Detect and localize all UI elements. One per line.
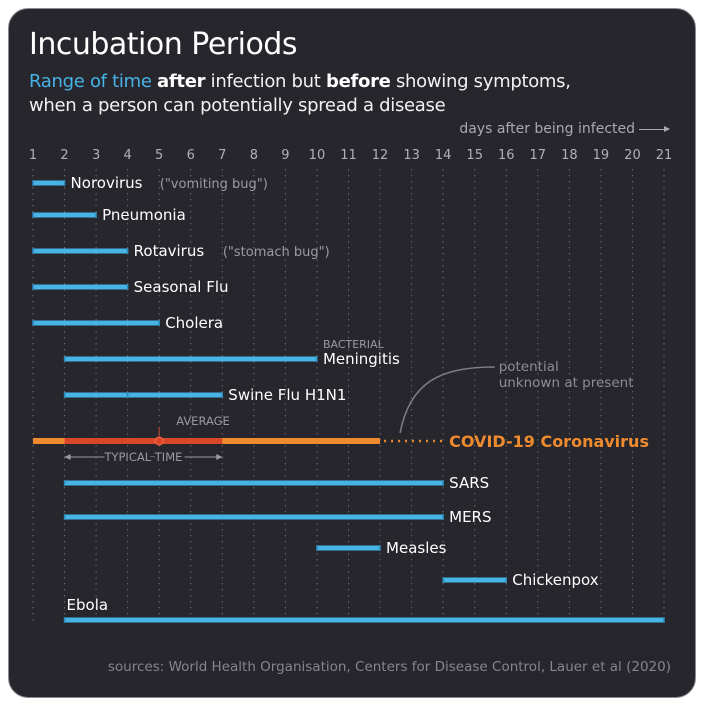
x-tick-label-1: 1 bbox=[29, 148, 37, 163]
subtitle-highlight: Range of time bbox=[29, 71, 152, 92]
x-tick-label-5: 5 bbox=[155, 148, 163, 163]
right-arrow-icon bbox=[639, 125, 670, 132]
source-note: sources: World Health Organisation, Cent… bbox=[107, 659, 671, 675]
chart-panel: Incubation Periods Range of time after i… bbox=[8, 8, 696, 698]
bar-label-norovirus: Norovirus bbox=[71, 174, 143, 192]
chart-title: Incubation Periods bbox=[29, 27, 297, 62]
x-tick-label-21: 21 bbox=[656, 148, 673, 163]
x-tick-label-9: 9 bbox=[281, 148, 289, 163]
typical-right-arrow-icon bbox=[216, 454, 223, 460]
x-axis-label: days after being infected bbox=[459, 121, 670, 137]
x-tick-label-18: 18 bbox=[561, 148, 578, 163]
x-tick-label-11: 11 bbox=[340, 148, 357, 163]
potential-note-line2: unknown at present bbox=[499, 375, 634, 391]
subtitle-bold-after: after bbox=[157, 71, 206, 92]
x-tick-label-10: 10 bbox=[309, 148, 326, 163]
bar-note-norovirus: ("vomiting bug") bbox=[160, 177, 268, 192]
x-tick-label-3: 3 bbox=[92, 148, 100, 163]
x-tick-label-19: 19 bbox=[593, 148, 610, 163]
x-tick-label-13: 13 bbox=[403, 148, 420, 163]
x-tick-label-4: 4 bbox=[124, 148, 132, 163]
bar-label-chickenpox: Chickenpox bbox=[512, 571, 599, 589]
typical-time-label: TYPICAL TIME bbox=[103, 450, 182, 464]
x-tick-label-14: 14 bbox=[435, 148, 452, 163]
x-tick-label-12: 12 bbox=[372, 148, 389, 163]
bar-label-seasonal-flu: Seasonal Flu bbox=[134, 278, 229, 296]
bar-label-sars: SARS bbox=[449, 474, 489, 492]
typical-left-arrow-icon bbox=[64, 454, 71, 460]
bar-label-rotavirus: Rotavirus bbox=[134, 242, 205, 260]
incubation-chart: 1 2 3 4 5 6 7 8 9 10 11 12 13 14 15 16 17 18 19 20 21Norovir… bbox=[29, 148, 673, 625]
potential-note-line1: potential bbox=[499, 359, 559, 375]
x-axis-label-text: days after being infected bbox=[459, 121, 635, 137]
x-tick-label-7: 7 bbox=[218, 148, 226, 163]
average-label: AVERAGE bbox=[176, 414, 230, 428]
bar-label-measles: Measles bbox=[386, 539, 447, 557]
bar-note-rotavirus: ("stomach bug") bbox=[223, 245, 330, 260]
bar-label-meningitis: Meningitis bbox=[323, 350, 400, 368]
chart-subtitle-line1: Range of time after infection but before… bbox=[29, 71, 571, 92]
x-tick-label-16: 16 bbox=[498, 148, 515, 163]
bar-label-pneumonia: Pneumonia bbox=[102, 206, 186, 224]
chart-subtitle-line2: when a person can potentially spread a d… bbox=[29, 95, 446, 116]
average-marker bbox=[154, 436, 164, 446]
bar-tag-meningitis: BACTERIAL bbox=[323, 338, 385, 351]
bar-label-covid-19-coronavirus: COVID-19 Coronavirus bbox=[449, 432, 649, 451]
x-tick-label-15: 15 bbox=[466, 148, 483, 163]
bar-label-swine-flu-h1n1: Swine Flu H1N1 bbox=[228, 386, 346, 404]
x-tick-label-20: 20 bbox=[624, 148, 641, 163]
subtitle-mid: infection but bbox=[210, 71, 321, 92]
bar-label-cholera: Cholera bbox=[165, 314, 223, 332]
x-tick-label-17: 17 bbox=[530, 148, 547, 163]
bar-label-ebola: Ebola bbox=[67, 596, 109, 614]
subtitle-end: showing symptoms, bbox=[395, 71, 571, 92]
bar-label-mers: MERS bbox=[449, 508, 491, 526]
x-tick-label-2: 2 bbox=[60, 148, 68, 163]
potential-annotation-curve bbox=[399, 366, 495, 434]
x-tick-label-8: 8 bbox=[250, 148, 258, 163]
x-tick-label-6: 6 bbox=[187, 148, 195, 163]
subtitle-bold-before: before bbox=[325, 71, 391, 92]
